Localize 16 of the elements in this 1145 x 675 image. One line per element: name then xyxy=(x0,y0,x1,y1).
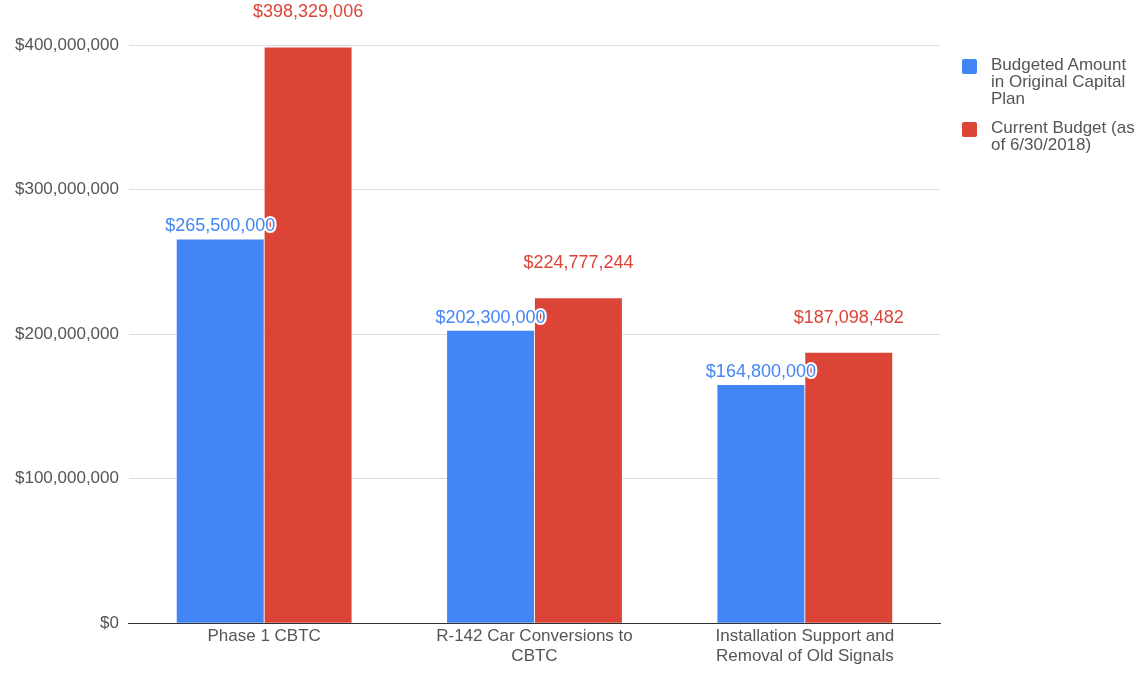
data-label: $224,777,244 xyxy=(523,252,634,273)
legend-label: Current Budget (as of 6/30/2018) xyxy=(991,118,1136,154)
y-tick-label: $300,000,000 xyxy=(14,179,119,199)
x-tick-label: R-142 Car Conversions to CBTC xyxy=(436,626,633,666)
bar xyxy=(447,330,535,623)
bar xyxy=(717,384,805,623)
x-tick-label: Installation Support and Removal of Old Signals xyxy=(715,626,895,666)
y-tick-label: $400,000,000 xyxy=(14,34,119,54)
data-label: $398,329,006 xyxy=(253,1,364,22)
y-tick-label: $200,000,000 xyxy=(14,323,119,343)
bar xyxy=(176,239,264,623)
legend-label: Budgeted Amount in Original Capital Plan xyxy=(991,55,1128,108)
y-tick-label: $100,000,000 xyxy=(14,468,119,488)
data-label: $187,098,482 xyxy=(793,306,904,327)
x-tick-label: Phase 1 CBTC xyxy=(207,626,321,646)
y-tick-label: $0 xyxy=(100,612,119,632)
